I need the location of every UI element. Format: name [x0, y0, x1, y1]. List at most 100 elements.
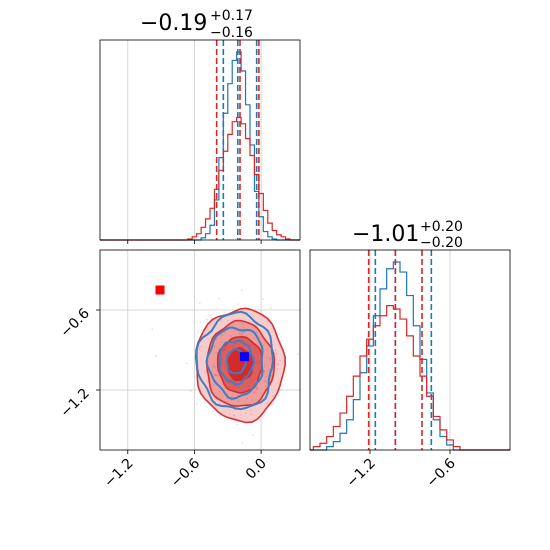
joint-scatter-point	[218, 297, 221, 300]
joint-scatter-point	[217, 361, 220, 364]
joint-scatter-point	[250, 361, 253, 363]
joint-scatter-point	[255, 331, 258, 334]
joint-scatter-point	[244, 412, 247, 415]
joint-scatter-point	[244, 371, 246, 374]
joint-scatter-point	[268, 357, 271, 359]
joint-scatter-point	[205, 369, 208, 372]
joint-scatter-point	[241, 331, 244, 334]
joint-scatter-point	[270, 375, 273, 377]
density-fills	[194, 307, 287, 424]
joint-scatter-point	[234, 365, 237, 368]
joint-scatter-point	[277, 362, 279, 365]
joint-contour-series-0-level-3	[225, 348, 247, 375]
joint-scatter-point	[218, 402, 221, 405]
joint-scatter-point	[228, 386, 230, 388]
joint-scatter-point	[279, 340, 282, 342]
joint-scatter-point	[259, 347, 261, 349]
joint-scatter-point	[235, 373, 237, 376]
joint-scatter-point	[203, 371, 206, 374]
joint-scatter-point	[198, 302, 201, 304]
joint-scatter-point	[217, 353, 219, 356]
joint-scatter-point	[243, 337, 246, 340]
joint-contour-series-0-level-1	[205, 326, 264, 400]
joint-contour-series-0-level-2	[218, 339, 256, 386]
joint-scatter-point	[263, 365, 266, 368]
joint-scatter-point	[242, 345, 245, 348]
joint-scatter-point	[257, 354, 260, 356]
joint-contour-series-0-level-0	[195, 310, 274, 411]
joint-scatter-point	[267, 320, 269, 323]
joint-scatter-point	[215, 395, 217, 397]
joint-scatter-point	[154, 355, 157, 357]
joint-scatter-point	[218, 348, 220, 350]
joint-scatter-point	[230, 356, 232, 359]
joint-scatter-point	[252, 337, 255, 340]
joint-scatter-point	[207, 381, 210, 383]
joint-scatter-point	[219, 375, 221, 377]
joint-scatter-point	[221, 353, 223, 356]
right-panel-frame	[309, 249, 511, 451]
joint-scatter-point	[225, 346, 228, 348]
joint-scatter-point	[248, 344, 251, 347]
joint-scatter-point	[233, 353, 236, 356]
joint-scatter-point	[226, 392, 229, 395]
joint-scatter-point	[216, 375, 219, 377]
joint-scatter-point	[237, 303, 239, 305]
joint-scatter-point	[264, 363, 266, 365]
joint-scatter-point	[275, 352, 278, 355]
joint-scatter-point	[276, 368, 279, 370]
joint-scatter-point	[244, 349, 247, 352]
joint-scatter-point	[265, 385, 267, 387]
joint-scatter-point	[220, 341, 223, 343]
truth-marker-1	[239, 352, 249, 362]
joint-scatter-point	[229, 322, 231, 324]
joint-scatter-point	[252, 372, 255, 375]
joint-scatter-point	[263, 370, 266, 372]
joint-scatter-point	[252, 391, 255, 394]
joint-scatter-point	[223, 348, 225, 350]
joint-scatter-point	[196, 403, 198, 406]
param1-x-tick-label-2: 0.0	[243, 456, 270, 483]
joint-scatter-point	[226, 320, 229, 322]
joint-scatter-point	[230, 368, 233, 371]
joint-scatter-point	[219, 390, 221, 393]
joint-scatter-point	[224, 347, 226, 349]
joint-scatter-point	[241, 442, 244, 444]
joint-scatter-point	[265, 375, 268, 378]
joint-scatter-point	[249, 344, 252, 347]
joint-scatter-point	[234, 374, 236, 377]
joint-scatter-point	[234, 380, 236, 383]
joint-scatter-point	[238, 346, 241, 348]
joint-scatter-point	[255, 361, 258, 364]
joint-scatter-point	[262, 298, 265, 301]
top-panel-frame	[99, 39, 301, 241]
joint-scatter-point	[283, 367, 285, 369]
joint-scatter-point	[211, 336, 214, 338]
joint-scatter-point	[232, 392, 234, 395]
joint-scatter-point	[259, 369, 261, 372]
joint-scatter-point	[237, 356, 239, 358]
joint-scatter-point	[239, 333, 241, 335]
joint-panel-frame	[99, 249, 301, 451]
joint-scatter-point	[231, 395, 233, 397]
joint-scatter-point	[228, 339, 231, 342]
joint-scatter-point	[198, 348, 200, 350]
joint-scatter-point	[249, 409, 252, 412]
joint-scatter-point	[237, 385, 240, 388]
joint-scatter-point	[242, 382, 244, 385]
joint-scatter-point	[233, 414, 236, 417]
joint-scatter-point	[213, 345, 216, 348]
joint-scatter-point	[240, 334, 243, 337]
joint-scatter-point	[233, 364, 236, 367]
joint-scatter-point	[223, 362, 225, 365]
param2-y-tick-label-1: −0.6	[57, 305, 92, 340]
joint-scatter-point	[237, 400, 239, 402]
joint-scatter-point	[250, 309, 252, 312]
joint-scatter-point	[272, 402, 275, 405]
joint-scatter-point	[265, 379, 268, 382]
param1-x-tick-label-1: −0.6	[168, 455, 203, 490]
joint-scatter-point	[151, 328, 154, 330]
joint-scatter-point	[224, 311, 226, 313]
joint-scatter-point	[250, 413, 252, 416]
joint-scatter-point	[271, 377, 273, 380]
